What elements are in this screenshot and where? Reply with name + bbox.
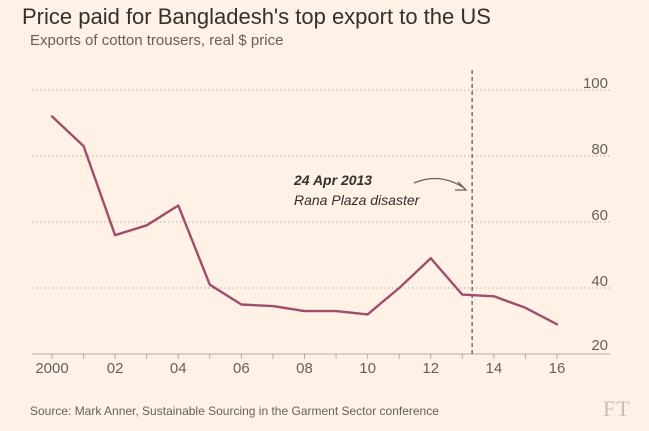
x-tick-label-04: 04 <box>170 360 187 377</box>
y-tick-label-40: 40 <box>591 273 608 290</box>
y-tick-label-80: 80 <box>591 141 608 158</box>
source-note: Source: Mark Anner, Sustainable Sourcing… <box>30 404 439 418</box>
annotation-label: Rana Plaza disaster <box>294 192 421 208</box>
y-tick-label-60: 60 <box>591 207 608 224</box>
series-group <box>50 115 559 326</box>
series-line-0 <box>50 115 559 326</box>
y-axis: 20 40 60 80 100 <box>583 75 608 354</box>
x-tick-label-2000: 2000 <box>35 360 68 377</box>
annotation-arrow <box>413 177 465 189</box>
ft-logo: FT <box>603 396 631 421</box>
x-tick-label-16: 16 <box>549 360 566 377</box>
y-tick-label-20: 20 <box>591 337 608 354</box>
x-tick-label-14: 14 <box>486 360 503 377</box>
grid-lines <box>32 89 610 289</box>
x-tick-label-12: 12 <box>422 360 439 377</box>
annotation-date: 24 Apr 2013 <box>293 172 372 188</box>
x-tick-label-02: 02 <box>107 360 124 377</box>
chart-title: Price paid for Bangladesh's top export t… <box>22 4 491 29</box>
x-tick-label-06: 06 <box>233 360 250 377</box>
annotation: 24 Apr 2013 Rana Plaza disaster <box>293 70 473 354</box>
x-tick-label-08: 08 <box>296 360 313 377</box>
x-tick-label-10: 10 <box>359 360 376 377</box>
chart-subtitle: Exports of cotton trousers, real $ price <box>30 32 284 49</box>
y-tick-label-100: 100 <box>583 75 608 92</box>
x-axis: 2000 02 04 06 08 10 12 14 16 <box>32 353 610 377</box>
annotation-arrowhead <box>455 181 468 191</box>
